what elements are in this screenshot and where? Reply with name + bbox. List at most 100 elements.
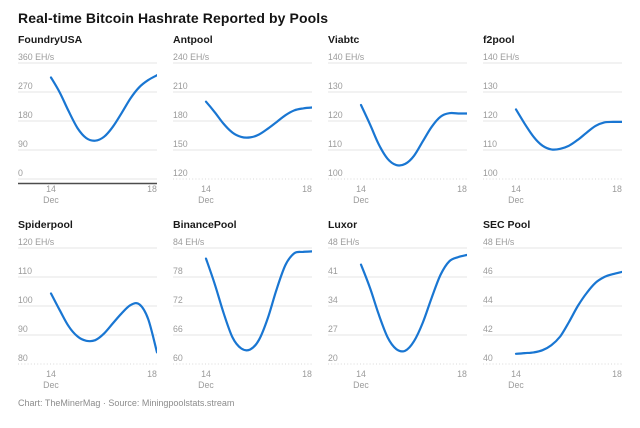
y-axis-tick-label: 360 EH/s: [18, 52, 55, 62]
y-axis-tick-label: 120 EH/s: [18, 237, 55, 247]
hashrate-line: [204, 100, 312, 139]
panels-grid: FoundryUSA 360 EH/s 270 180 90 0 14 Dec 18 Antp…: [0, 26, 640, 394]
y-axis-tick-label: 180: [173, 110, 188, 120]
y-axis-tick-label: 120: [173, 168, 188, 178]
x-axis-tick-label: 14: [46, 184, 56, 194]
chart-panel-binancepool: BinancePool 84 EH/s 78 72 66 60 14 Dec 18: [173, 219, 312, 394]
y-axis-tick-label: 46: [483, 266, 493, 276]
y-axis-tick-label: 42: [483, 324, 493, 334]
panel-title: Antpool: [173, 34, 213, 46]
x-axis-tick-label: 14: [201, 369, 211, 379]
hashrate-line: [359, 253, 467, 353]
chart-panel-sec-pool: SEC Pool 48 EH/s 46 44 42 40 14 Dec 18: [483, 219, 622, 394]
y-axis-tick-label: 240 EH/s: [173, 52, 210, 62]
y-axis-tick-label: 270: [18, 81, 33, 91]
y-axis-tick-label: 0: [18, 168, 23, 178]
x-axis-sublabel: Dec: [353, 380, 369, 390]
x-axis-tick-label: 18: [457, 184, 467, 194]
chart-panel-luxor: Luxor 48 EH/s 41 34 27 20 14 Dec 18: [328, 219, 467, 394]
x-axis-tick-label: 14: [201, 184, 211, 194]
x-axis-sublabel: Dec: [43, 380, 59, 390]
x-axis-tick-label: 14: [46, 369, 56, 379]
y-axis-tick-label: 100: [18, 295, 33, 305]
x-axis-tick-label: 18: [302, 184, 312, 194]
x-axis-tick-label: 18: [147, 184, 157, 194]
panel-title: FoundryUSA: [18, 34, 83, 46]
y-axis-tick-label: 44: [483, 295, 493, 305]
panel-title: Viabtc: [328, 34, 360, 46]
y-axis-tick-label: 60: [173, 353, 183, 363]
y-axis-tick-label: 48 EH/s: [328, 237, 360, 247]
chart-panel-spiderpool: Spiderpool 120 EH/s 110 100 90 80 14 Dec 18: [18, 219, 157, 394]
y-axis-tick-label: 66: [173, 324, 183, 334]
y-axis-tick-label: 140 EH/s: [483, 52, 520, 62]
y-axis-tick-label: 140 EH/s: [328, 52, 365, 62]
hashrate-line: [359, 103, 467, 167]
y-axis-tick-label: 72: [173, 295, 183, 305]
y-axis-tick-label: 20: [328, 353, 338, 363]
header: Real-time Bitcoin Hashrate Reported by P…: [0, 0, 640, 26]
x-axis-tick-label: 18: [457, 369, 467, 379]
y-axis-tick-label: 130: [483, 81, 498, 91]
y-axis-tick-label: 41: [328, 266, 338, 276]
panel-title: BinancePool: [173, 219, 237, 231]
y-axis-tick-label: 110: [328, 139, 342, 149]
x-axis-tick-label: 14: [356, 369, 366, 379]
y-axis-tick-label: 100: [328, 168, 343, 178]
y-axis-tick-label: 34: [328, 295, 338, 305]
y-axis-tick-label: 100: [483, 168, 498, 178]
x-axis-sublabel: Dec: [198, 380, 214, 390]
y-axis-tick-label: 84 EH/s: [173, 237, 205, 247]
y-axis-tick-label: 180: [18, 110, 33, 120]
x-axis-tick-label: 18: [612, 184, 622, 194]
y-axis-tick-label: 40: [483, 353, 493, 363]
x-axis-tick-label: 18: [302, 369, 312, 379]
y-axis-tick-label: 110: [18, 266, 32, 276]
x-axis-sublabel: Dec: [353, 195, 369, 205]
hashrate-line: [204, 250, 312, 352]
y-axis-tick-label: 120: [328, 110, 343, 120]
x-axis-tick-label: 14: [511, 369, 521, 379]
chart-panel-f2pool: f2pool 140 EH/s 130 120 110 100 14 Dec 18: [483, 34, 622, 209]
y-axis-tick-label: 90: [18, 139, 28, 149]
chart-panel-viabtc: Viabtc 140 EH/s 130 120 110 100 14 Dec 18: [328, 34, 467, 209]
x-axis-tick-label: 14: [511, 184, 521, 194]
hashrate-line: [49, 74, 157, 142]
panel-title: Spiderpool: [18, 219, 73, 231]
panel-title: SEC Pool: [483, 219, 531, 231]
y-axis-tick-label: 48 EH/s: [483, 237, 515, 247]
panel-title: f2pool: [483, 34, 515, 46]
chart-panel-foundryusa: FoundryUSA 360 EH/s 270 180 90 0 14 Dec 18: [18, 34, 157, 209]
panel-title: Luxor: [328, 219, 358, 231]
y-axis-tick-label: 27: [328, 324, 338, 334]
y-axis-tick-label: 80: [18, 353, 28, 363]
x-axis-tick-label: 18: [612, 369, 622, 379]
y-axis-tick-label: 90: [18, 324, 28, 334]
x-axis-sublabel: Dec: [508, 380, 524, 390]
footer-credit: Chart: TheMinerMag · Source: Miningpools…: [18, 398, 235, 408]
hashrate-line: [514, 270, 622, 355]
x-axis-sublabel: Dec: [198, 195, 214, 205]
x-axis-tick-label: 18: [147, 369, 157, 379]
hashrate-line: [514, 108, 622, 151]
y-axis-tick-label: 150: [173, 139, 188, 149]
y-axis-tick-label: 210: [173, 81, 188, 91]
page-title: Real-time Bitcoin Hashrate Reported by P…: [18, 10, 329, 26]
hashrate-line: [49, 292, 157, 354]
x-axis-sublabel: Dec: [508, 195, 524, 205]
y-axis-tick-label: 110: [483, 139, 497, 149]
chart-panel-antpool: Antpool 240 EH/s 210 180 150 120 14 Dec 18: [173, 34, 312, 209]
y-axis-tick-label: 130: [328, 81, 343, 91]
x-axis-tick-label: 14: [356, 184, 366, 194]
y-axis-tick-label: 120: [483, 110, 498, 120]
y-axis-tick-label: 78: [173, 266, 183, 276]
x-axis-sublabel: Dec: [43, 195, 59, 205]
